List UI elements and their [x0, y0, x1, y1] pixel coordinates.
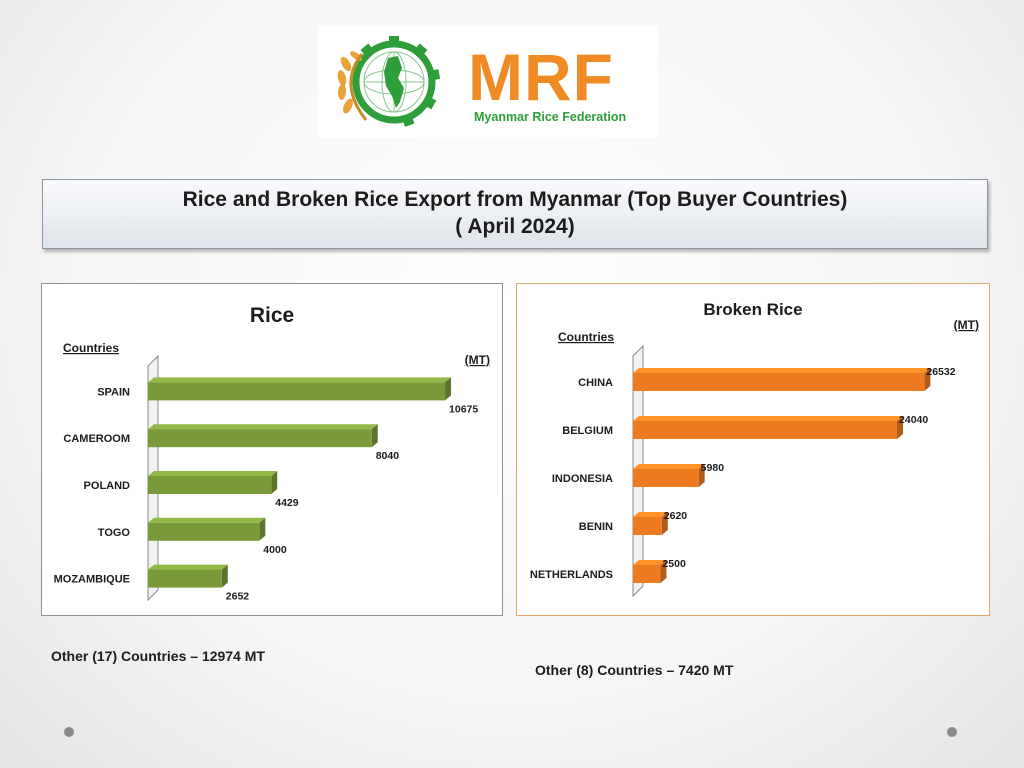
bar-netherlands	[633, 560, 667, 583]
bar-mozambique	[148, 564, 228, 588]
value-label: 8040	[376, 450, 400, 462]
value-label: 24040	[899, 414, 928, 426]
value-label: 4429	[275, 497, 299, 509]
rice-chart-panel: Rice Countries (MT) SPAIN 10675 CAMEROOM 8040 P…	[41, 283, 503, 616]
category-label: NETHERLANDS	[530, 569, 613, 581]
unit-label: (MT)	[465, 353, 490, 367]
category-label: INDONESIA	[552, 473, 613, 485]
broken-rice-chart-panel: Broken Rice Countries (MT) CHINA 26532 BELGIU…	[516, 283, 990, 616]
bar-cameroom	[148, 424, 378, 448]
value-label: 10675	[449, 403, 478, 415]
bar-china	[633, 368, 931, 391]
value-label: 2500	[662, 558, 686, 570]
bar-belgium	[633, 416, 904, 439]
broken-rice-other-countries: Other (8) Countries – 7420 MT	[535, 662, 734, 678]
bar-togo	[148, 517, 266, 541]
logo-subtitle: Myanmar Rice Federation	[474, 110, 627, 124]
title-line-2: ( April 2024)	[455, 215, 575, 238]
category-label: CAMEROOM	[63, 433, 130, 445]
rice-other-countries: Other (17) Countries – 12974 MT	[51, 648, 265, 664]
title-line-1: Rice and Broken Rice Export from Myanmar…	[182, 188, 848, 211]
category-label: TOGO	[98, 527, 131, 539]
value-label: 5980	[701, 462, 725, 474]
corner-dot-left	[64, 727, 74, 737]
y-axis-label: Countries	[558, 330, 614, 344]
value-label: 2620	[664, 510, 688, 522]
corner-dot-right	[947, 727, 957, 737]
category-label: POLAND	[84, 480, 131, 492]
logo-text: MRF	[468, 40, 614, 114]
category-label: BENIN	[579, 521, 613, 533]
category-label: MOZAMBIQUE	[54, 574, 130, 586]
category-label: CHINA	[578, 377, 613, 389]
broken-rice-chart: Broken Rice Countries (MT) CHINA 26532 BELGIU…	[530, 300, 979, 598]
bar-indonesia	[633, 464, 705, 487]
value-label: 4000	[263, 544, 287, 556]
unit-label: (MT)	[954, 318, 979, 332]
chart-title: Rice	[250, 304, 294, 327]
value-label: 26532	[926, 366, 955, 378]
bar-poland	[148, 471, 278, 494]
value-label: 2652	[226, 591, 250, 603]
rice-chart: Rice Countries (MT) SPAIN 10675 CAMEROOM 8040 P…	[54, 304, 490, 603]
globe-gear-icon	[337, 36, 441, 127]
category-label: SPAIN	[97, 386, 130, 398]
category-label: BELGIUM	[562, 425, 613, 437]
bar-benin	[633, 512, 668, 535]
mrf-logo: MRF Myanmar Rice Federation	[318, 26, 658, 138]
chart-title: Broken Rice	[703, 300, 802, 319]
y-axis-label: Countries	[63, 341, 119, 355]
bar-spain	[148, 377, 452, 401]
page-title: Rice and Broken Rice Export from Myanmar…	[42, 179, 988, 249]
